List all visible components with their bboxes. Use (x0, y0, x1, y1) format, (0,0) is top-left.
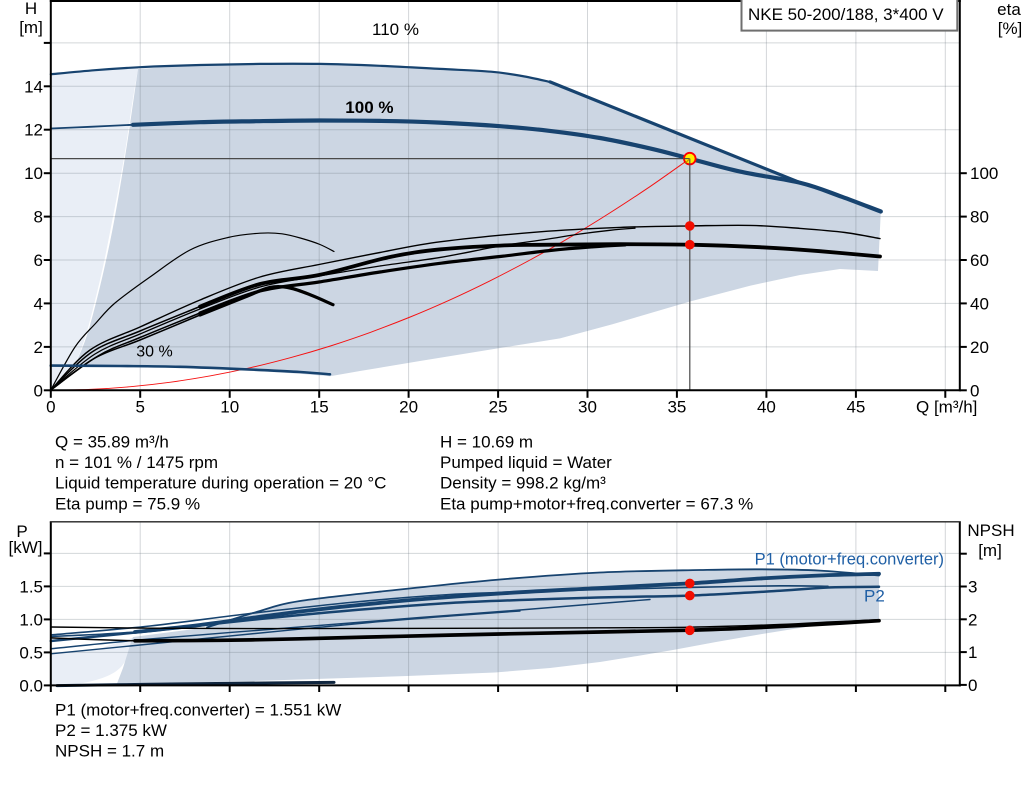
svg-text:100: 100 (970, 164, 998, 183)
svg-text:35: 35 (667, 398, 686, 417)
svg-text:80: 80 (970, 208, 989, 227)
svg-text:0.5: 0.5 (19, 643, 43, 662)
svg-text:5: 5 (135, 398, 144, 417)
svg-text:H = 10.69 m: H = 10.69 m (440, 433, 533, 452)
svg-text:Q [m³/h]: Q [m³/h] (916, 398, 977, 417)
svg-text:40: 40 (970, 294, 989, 313)
svg-text:[kW]: [kW] (9, 538, 43, 557)
svg-text:30: 30 (578, 398, 597, 417)
svg-text:Liquid temperature during oper: Liquid temperature during operation = 20… (55, 474, 386, 493)
svg-text:6: 6 (34, 251, 43, 270)
svg-text:4: 4 (34, 294, 43, 313)
svg-text:1.0: 1.0 (19, 610, 43, 629)
svg-text:0.0: 0.0 (19, 676, 43, 695)
svg-text:NPSH = 1.7 m: NPSH = 1.7 m (55, 742, 164, 761)
svg-text:3: 3 (968, 578, 977, 597)
svg-text:Eta pump+motor+freq.converter: Eta pump+motor+freq.converter = 67.3 % (440, 494, 753, 513)
svg-text:0: 0 (968, 676, 977, 695)
svg-text:2: 2 (34, 338, 43, 357)
svg-text:P1 (motor+freq.converter) = 1.: P1 (motor+freq.converter) = 1.551 kW (55, 701, 341, 720)
svg-text:14: 14 (24, 77, 43, 96)
svg-text:P2: P2 (864, 587, 885, 606)
svg-text:10: 10 (24, 164, 43, 183)
svg-text:25: 25 (489, 398, 508, 417)
svg-text:0: 0 (34, 381, 43, 400)
svg-text:12: 12 (24, 121, 43, 140)
svg-text:0: 0 (46, 398, 55, 417)
svg-text:[m]: [m] (978, 541, 1002, 560)
svg-text:30 %: 30 % (136, 344, 172, 361)
svg-text:0: 0 (970, 381, 979, 400)
svg-text:eta: eta (997, 0, 1021, 19)
svg-text:15: 15 (310, 398, 329, 417)
svg-text:Q = 35.89 m³/h: Q = 35.89 m³/h (55, 433, 169, 452)
svg-text:P2 = 1.375 kW: P2 = 1.375 kW (55, 721, 167, 740)
svg-text:[m]: [m] (19, 18, 43, 37)
svg-text:Eta pump = 75.9 %: Eta pump = 75.9 % (55, 494, 200, 513)
svg-text:[%]: [%] (998, 19, 1023, 38)
svg-text:10: 10 (220, 398, 239, 417)
svg-text:H: H (25, 0, 37, 18)
svg-text:2: 2 (968, 610, 977, 629)
svg-text:Pumped liquid = Water: Pumped liquid = Water (440, 453, 612, 472)
svg-text:NPSH: NPSH (967, 521, 1014, 540)
svg-text:P: P (16, 522, 27, 541)
svg-text:110 %: 110 % (372, 20, 419, 39)
svg-text:n = 101 % / 1475 rpm: n = 101 % / 1475 rpm (55, 453, 218, 472)
svg-text:P1 (motor+freq.converter): P1 (motor+freq.converter) (755, 551, 944, 569)
svg-text:20: 20 (399, 398, 418, 417)
svg-text:1.5: 1.5 (19, 577, 43, 596)
svg-text:NKE 50-200/188, 3*400 V: NKE 50-200/188, 3*400 V (748, 5, 944, 24)
svg-text:8: 8 (34, 208, 43, 227)
svg-text:40: 40 (757, 398, 776, 417)
svg-text:20: 20 (970, 338, 989, 357)
svg-text:1: 1 (968, 643, 977, 662)
svg-text:Density = 998.2 kg/m³: Density = 998.2 kg/m³ (440, 474, 606, 493)
svg-text:45: 45 (846, 398, 865, 417)
svg-text:100 %: 100 % (345, 98, 393, 117)
svg-text:60: 60 (970, 251, 989, 270)
